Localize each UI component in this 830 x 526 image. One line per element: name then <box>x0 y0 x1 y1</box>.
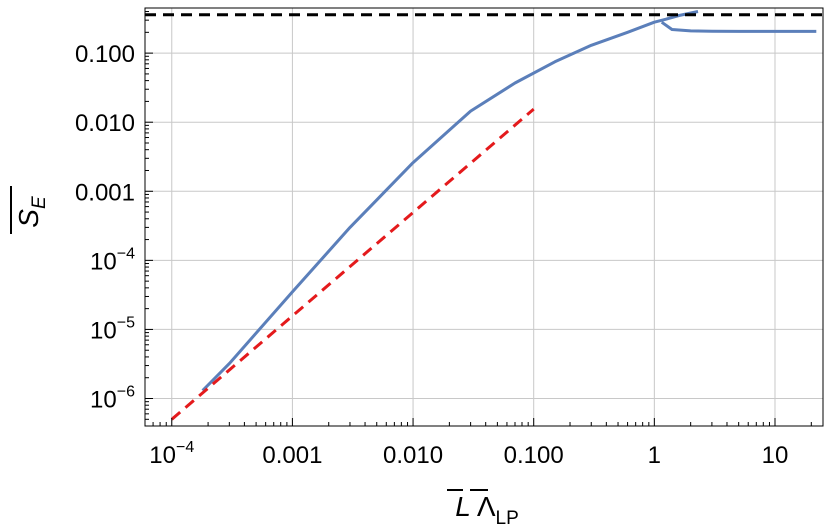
svg-text:SE: SE <box>13 196 50 228</box>
dashed-series-line-2 <box>170 107 535 421</box>
x-tick-label: 1 <box>648 442 661 469</box>
y-axis-title-base: S <box>13 209 44 228</box>
y-tick-label: 10−4 <box>90 245 135 275</box>
x-axis-title-subscript: LP <box>496 508 519 526</box>
y-tick-label: 0.001 <box>75 179 135 206</box>
x-axis-title: L ΛLP <box>447 489 519 526</box>
x-tick-label: 0.001 <box>262 442 322 469</box>
y-tick-labels: 10−6 10−5 10−4 0.001 0.010 0.100 <box>75 41 135 413</box>
x-tick-label: 0.100 <box>504 442 564 469</box>
x-tick-label: 10−4 <box>149 439 194 469</box>
x-axis-title-part-lambda: Λ <box>477 491 496 522</box>
series-layer <box>145 10 823 421</box>
x-tick-labels: 10−4 0.001 0.010 0.100 1 10 <box>149 439 788 469</box>
solid-series-line-0 <box>201 10 699 392</box>
y-tick-label: 10−5 <box>90 314 135 344</box>
ticks <box>144 11 812 427</box>
x-axis-title-part-l: L <box>455 491 471 522</box>
plot-frame <box>144 7 824 427</box>
y-tick-label: 0.010 <box>75 110 135 137</box>
y-axis-title: SE <box>10 186 50 234</box>
grid <box>145 8 823 426</box>
y-axis-title-subscript: E <box>29 196 50 209</box>
x-tick-label: 0.010 <box>383 442 443 469</box>
solid-series-line-1 <box>660 20 817 33</box>
y-tick-label: 10−6 <box>90 384 135 414</box>
y-tick-label: 0.100 <box>75 41 135 68</box>
x-tick-label: 10 <box>762 442 789 469</box>
